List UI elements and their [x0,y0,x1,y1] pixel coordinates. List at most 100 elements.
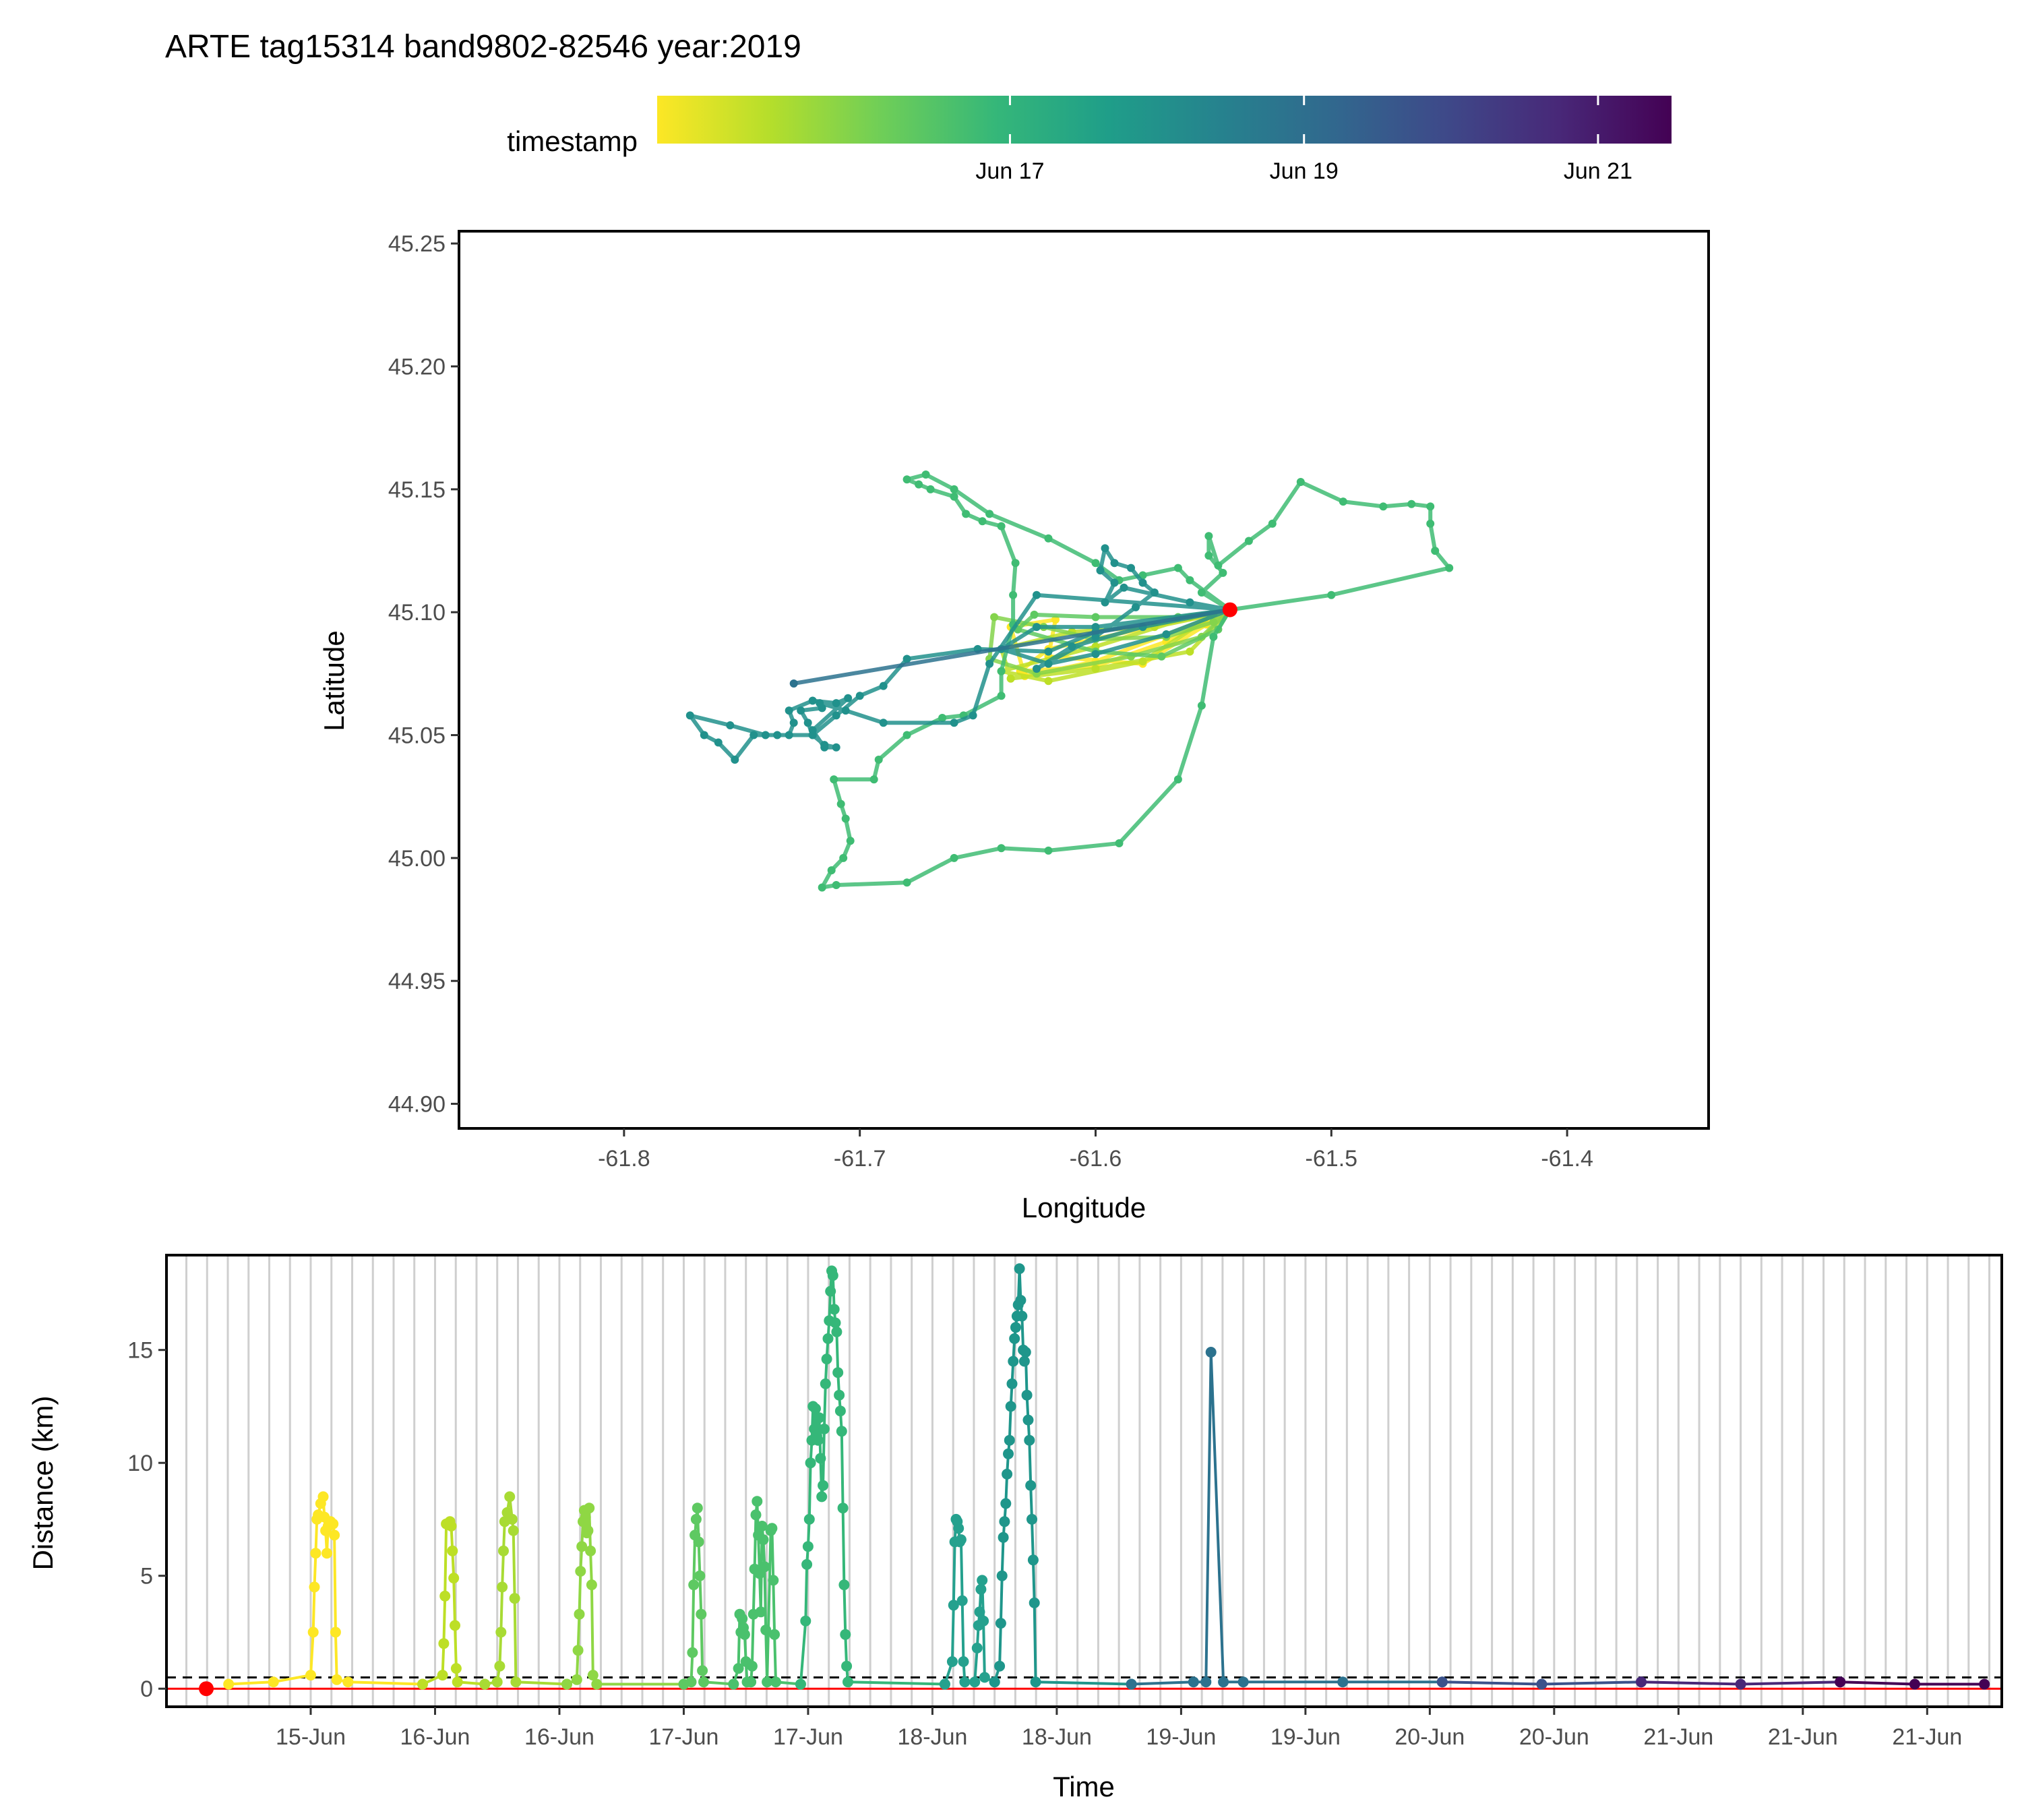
track-point [915,480,923,489]
track-point [1296,478,1305,486]
track-point [827,866,836,875]
track-point [1091,650,1100,659]
track-point [785,706,793,715]
distance-point [958,1656,969,1667]
x-tick-label: -61.8 [598,1146,650,1172]
distance-point [498,1545,509,1556]
track-point [1327,590,1336,599]
track-point [818,704,826,712]
time-tick-label: 17-Jun [773,1724,843,1750]
y-tick-label: 45.05 [388,723,446,749]
track-point [1219,568,1227,577]
track-point [1011,559,1020,568]
distance-point [1006,1378,1018,1389]
x-tick-label: -61.6 [1070,1146,1122,1172]
distance-point [1003,1448,1014,1459]
distance-point [1218,1676,1229,1688]
y-tick-label: 45.25 [388,231,446,257]
distance-y-tick-label: 15 [127,1338,153,1364]
distance-point [769,1629,780,1640]
track-point [1033,623,1041,632]
track-point [726,721,735,729]
distance-point [591,1678,603,1690]
distance-y-tick-label: 0 [140,1676,153,1702]
track-point [1091,559,1100,568]
track-point [1110,559,1119,568]
track-point [1044,659,1053,668]
time-tick-label: 20-Jun [1519,1724,1589,1750]
track-point [1101,544,1109,553]
distance-point [1205,1347,1217,1358]
track-point [1186,576,1194,584]
distance-point [1024,1434,1035,1446]
distance-point [989,1676,1000,1688]
distance-point [687,1647,698,1658]
distance-point [1126,1678,1137,1690]
distance-point [328,1518,339,1529]
distance-point [999,1516,1010,1527]
distance-point [837,1503,849,1514]
distance-point [575,1566,586,1577]
map-frame [458,230,1710,1130]
x-tick-label: -61.4 [1541,1146,1593,1172]
track-point [808,696,817,705]
x-axis-label: Longitude [1022,1192,1146,1223]
distance-point [450,1620,460,1631]
distance-point [815,1453,826,1464]
y-tick-label: 45.20 [388,355,446,380]
colorbar [657,96,1672,144]
distance-point [692,1503,703,1514]
track-point [785,731,793,739]
track-point [1101,598,1109,607]
track-point [997,844,1006,853]
distance-point [969,1676,981,1688]
x-tick-label: -61.5 [1306,1146,1358,1172]
track-point [1006,674,1015,683]
distance-point [946,1656,958,1667]
distance-point [752,1496,763,1507]
distance-point [1022,1414,1034,1426]
track-point [874,756,883,764]
distance-point [842,1676,853,1688]
track-point [902,878,911,887]
track-point [990,613,999,621]
distance-point [452,1676,463,1688]
track-point [1197,588,1206,597]
track-point [832,743,840,752]
distance-point [329,1529,340,1541]
distance-point [756,1521,768,1531]
track-point [962,510,971,518]
distance-point [1735,1678,1746,1690]
distance-point [561,1678,572,1690]
distance-point [768,1575,779,1586]
track-point [1044,846,1053,855]
distance-point [685,1676,697,1688]
distance-point [696,1608,707,1620]
distance-point [1004,1434,1015,1446]
distance-point [955,1534,967,1546]
distance-point [305,1670,316,1681]
distance-point [506,1513,518,1525]
distance-point [574,1608,585,1620]
distance-point [816,1491,828,1503]
distance-point [995,1618,1006,1629]
track-point [1407,499,1416,508]
distance-point [309,1581,320,1593]
distance-point [762,1676,773,1688]
track-point [1044,677,1053,686]
track-point [841,814,850,823]
distance-point [576,1541,588,1552]
distance-point [948,1600,959,1611]
track-point [789,719,798,727]
track-point [1115,839,1124,847]
distance-point [750,1509,762,1521]
track-point [773,731,782,739]
distance-point [979,1672,990,1683]
distance-border [165,1254,2003,1708]
track-point [832,699,840,708]
distance-point [491,1676,503,1688]
y-tick-label: 45.00 [388,846,446,872]
track-point [1096,566,1105,575]
time-tick-label: 18-Jun [897,1724,967,1750]
distance-point [971,1642,983,1654]
